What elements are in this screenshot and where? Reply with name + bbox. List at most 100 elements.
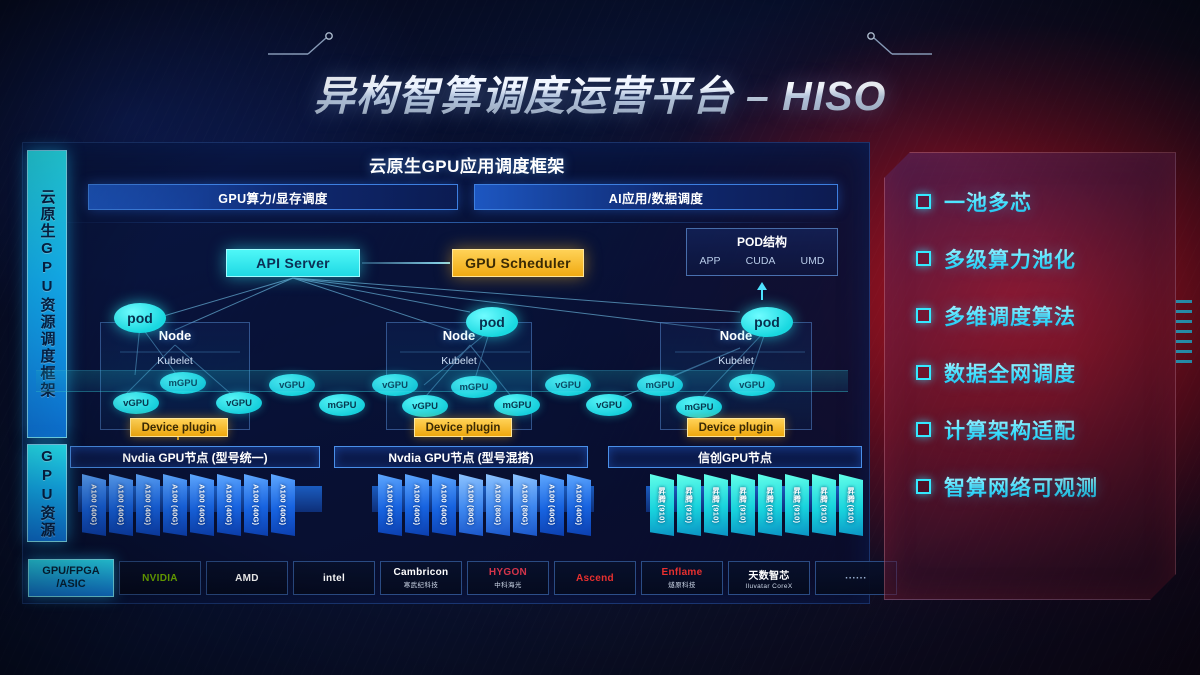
feature-label: 数据全网调度 (944, 358, 1076, 388)
hygon-logo[interactable]: HYGON 中科海光 (467, 561, 549, 595)
feature-label: 多级算力池化 (944, 244, 1076, 274)
mgpu-2-4[interactable]: mGPU (494, 394, 540, 416)
device-plugin-1[interactable]: Device plugin (130, 418, 228, 437)
feature-label: 智算网络可观测 (944, 472, 1098, 502)
gpu-card[interactable]: A100 (80G) (459, 474, 483, 536)
pod-1[interactable]: pod (114, 303, 166, 333)
gpu-card-label: A100 (40G) (278, 484, 288, 526)
gpu-card[interactable]: 昇腾 (910) (677, 474, 701, 536)
mgpu-3-4[interactable]: mGPU (676, 396, 722, 418)
gpu-card-label: 昇腾 (910) (738, 486, 748, 524)
pod-3[interactable]: pod (741, 307, 793, 337)
iluvatar-logo[interactable]: 天数智芯 Iluvatar CoreX (728, 561, 810, 595)
gpu-card-label: A100 (80G) (520, 484, 530, 526)
gpu-card[interactable]: A100 (40G) (136, 474, 160, 536)
intel-logo[interactable]: intel (293, 561, 375, 595)
feature-item[interactable]: 多级算力池化 (916, 245, 1166, 272)
title-left-deco-icon (268, 32, 333, 55)
gpu-card[interactable]: A100 (40G) (378, 474, 402, 536)
cambricon-logo[interactable]: Cambricon 寒武纪科技 (380, 561, 462, 595)
feature-item[interactable]: 智算网络可观测 (916, 473, 1166, 500)
gpu-card[interactable]: 昇腾 (910) (812, 474, 836, 536)
gpu-card-row-1: A100 (40G) A100 (40G) A100 (40G) A100 (40G)… (82, 474, 295, 536)
rail-label-bottom: GPU资源 (38, 447, 56, 539)
enflame-logo[interactable]: Enflame 燧原科技 (641, 561, 723, 595)
bar-gpu-compute-memory-scheduling[interactable]: GPU算力/显存调度 (88, 184, 458, 210)
gpu-node-header-3[interactable]: 信创GPU节点 (608, 446, 862, 468)
gpu-card[interactable]: 昇腾 (910) (839, 474, 863, 536)
vgpu-2-3[interactable]: vGPU (402, 395, 448, 417)
ascend-logo[interactable]: Ascend (554, 561, 636, 595)
gpu-card[interactable]: A100 (80G) (513, 474, 537, 536)
gpu-card[interactable]: A100 (40G) (82, 474, 106, 536)
gpu-card[interactable]: A100 (40G) (567, 474, 591, 536)
feature-item[interactable]: 一池多芯 (916, 188, 1166, 215)
gpu-band (36, 370, 848, 392)
vendor-name: AMD (235, 572, 259, 584)
checkbox-square-icon (916, 422, 931, 437)
gpu-card[interactable]: 昇腾 (910) (785, 474, 809, 536)
mgpu-1-5[interactable]: mGPU (319, 394, 365, 416)
gpu-card-label: A100 (40G) (385, 484, 395, 526)
vendor-row: GPU/FPGA /ASIC NVIDIA AMD intel Cambricon 寒武… (28, 559, 897, 597)
feature-label: 计算架构适配 (944, 415, 1076, 445)
pod-layer-umd: UMD (800, 255, 825, 267)
checkbox-square-icon (916, 365, 931, 380)
rail-label-top: 云原生GPU资源调度框架 (38, 189, 56, 399)
api-server-node[interactable]: API Server (226, 249, 360, 277)
pod-2[interactable]: pod (466, 307, 518, 337)
feature-item[interactable]: 多维调度算法 (916, 302, 1166, 329)
gpu-card-label: A100 (40G) (412, 484, 422, 526)
gpu-card-label: A100 (40G) (547, 484, 557, 526)
device-plugin-3[interactable]: Device plugin (687, 418, 785, 437)
pod-layer-app: APP (699, 255, 721, 267)
vgpu-1-3[interactable]: vGPU (216, 392, 262, 414)
checkbox-square-icon (916, 194, 931, 209)
gpu-card[interactable]: A100 (80G) (486, 474, 510, 536)
gpu-card[interactable]: A100 (40G) (405, 474, 429, 536)
gpu-card[interactable]: 昇腾 (910) (650, 474, 674, 536)
vendor-subname: 寒武纪科技 (403, 582, 439, 589)
features-list: 一池多芯多级算力池化多维调度算法数据全网调度 计算架构适配 智算网络可观测 (916, 188, 1166, 530)
gpu-card[interactable]: A100 (40G) (271, 474, 295, 536)
vendor-name: ······ (845, 572, 867, 584)
gpu-card[interactable]: A100 (40G) (244, 474, 268, 536)
gpu-card[interactable]: A100 (40G) (540, 474, 564, 536)
title-right-deco-icon (867, 32, 932, 55)
nvidia-logo[interactable]: NVIDIA (119, 561, 201, 595)
vgpu-3-3[interactable]: vGPU (586, 394, 632, 416)
gpu-card-label: A100 (40G) (251, 484, 261, 526)
vendor-name: 天数智芯 (748, 570, 790, 582)
gpu-node-header-2[interactable]: Nvdia GPU节点 (型号混搭) (334, 446, 588, 468)
vendor-label-line1: GPU/FPGA (42, 565, 100, 578)
feature-item[interactable]: 数据全网调度 (916, 359, 1166, 386)
gpu-card[interactable]: A100 (40G) (432, 474, 456, 536)
vendor-name: Cambricon (393, 567, 449, 578)
kubelet-label: Kubelet (718, 355, 754, 367)
gpu-node-header-1[interactable]: Nvdia GPU节点 (型号统一) (70, 446, 320, 468)
vendor-name: HYGON (488, 567, 528, 578)
gpu-card[interactable]: 昇腾 (910) (758, 474, 782, 536)
gpu-card-label: A100 (40G) (197, 484, 207, 526)
kubelet-label: Kubelet (441, 355, 477, 367)
section-divider (36, 222, 848, 223)
vendor-subname: 燧原科技 (668, 582, 696, 589)
gpu-card-label: 昇腾 (910) (711, 486, 721, 524)
gpu-card[interactable]: A100 (40G) (163, 474, 187, 536)
vgpu-1-1[interactable]: vGPU (113, 392, 159, 414)
vendor-label-line2: /ASIC (56, 578, 86, 590)
gpu-scheduler-node[interactable]: GPU Scheduler (452, 249, 584, 277)
bar-ai-app-data-scheduling[interactable]: AI应用/数据调度 (474, 184, 838, 210)
feature-item[interactable]: 计算架构适配 (916, 416, 1166, 443)
amd-logo[interactable]: AMD (206, 561, 288, 595)
gpu-card[interactable]: A100 (40G) (190, 474, 214, 536)
device-plugin-2[interactable]: Device plugin (414, 418, 512, 437)
gpu-card[interactable]: 昇腾 (910) (731, 474, 755, 536)
gpu-card-label: A100 (40G) (224, 484, 234, 526)
gpu-card[interactable]: A100 (40G) (217, 474, 241, 536)
gpu-card-row-2: A100 (40G) A100 (40G) A100 (40G) A100 (80G)… (378, 474, 591, 536)
gpu-card-label: A100 (80G) (466, 484, 476, 526)
gpu-card[interactable]: 昇腾 (910) (704, 474, 728, 536)
gpu-card[interactable]: A100 (40G) (109, 474, 133, 536)
